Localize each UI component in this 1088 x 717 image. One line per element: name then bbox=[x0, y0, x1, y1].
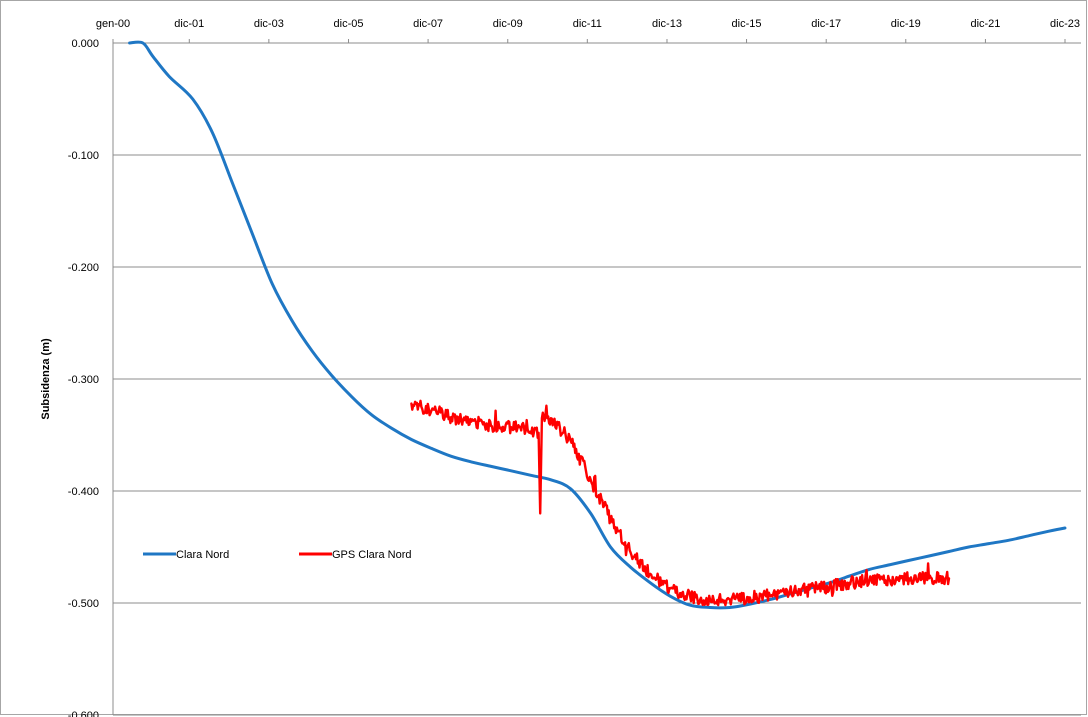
y-tick-label: -0.100 bbox=[68, 150, 99, 162]
series-lines bbox=[128, 40, 1067, 610]
y-tick-label: -0.500 bbox=[68, 598, 99, 610]
y-axis-tick-labels: 0.000 -0.100 -0.200 -0.300 -0.400 -0.500 -0.60… bbox=[68, 38, 99, 717]
x-axis-tick-labels: gen-00 dic-01 dic-03 dic-05 dic-07 dic-09 dic-… bbox=[96, 18, 1080, 43]
y-tick-label: -0.200 bbox=[68, 262, 99, 274]
x-tick-label: dic-03 bbox=[254, 18, 284, 30]
y-tick-label: 0.000 bbox=[71, 38, 99, 50]
gridlines bbox=[112, 42, 1081, 716]
x-tick-label: dic-09 bbox=[493, 18, 523, 30]
x-tick-label: dic-21 bbox=[970, 18, 1000, 30]
x-tick-label: gen-00 bbox=[96, 18, 130, 30]
x-tick-label: dic-17 bbox=[811, 18, 841, 30]
legend: Clara Nord GPS Clara Nord bbox=[143, 549, 411, 561]
series-line-clara-nord bbox=[128, 40, 1067, 610]
legend-label: Clara Nord bbox=[176, 549, 229, 561]
x-tick-label: dic-07 bbox=[413, 18, 443, 30]
legend-item: GPS Clara Nord bbox=[299, 549, 411, 561]
series-line-gps-clara-nord bbox=[410, 399, 951, 607]
x-tick-label: dic-23 bbox=[1050, 18, 1080, 30]
x-tick-label: dic-13 bbox=[652, 18, 682, 30]
x-tick-label: dic-01 bbox=[174, 18, 204, 30]
y-tick-label: -0.300 bbox=[68, 374, 99, 386]
y-tick-label: -0.400 bbox=[68, 486, 99, 498]
y-tick-label: -0.600 bbox=[68, 710, 99, 717]
x-tick-label: dic-19 bbox=[891, 18, 921, 30]
x-tick-label: dic-15 bbox=[732, 18, 762, 30]
legend-label: GPS Clara Nord bbox=[332, 549, 411, 561]
legend-item: Clara Nord bbox=[143, 549, 229, 561]
y-axis-title: Subsidenza (m) bbox=[40, 338, 52, 420]
x-tick-label: dic-05 bbox=[334, 18, 364, 30]
x-tick-label: dic-11 bbox=[573, 18, 602, 30]
